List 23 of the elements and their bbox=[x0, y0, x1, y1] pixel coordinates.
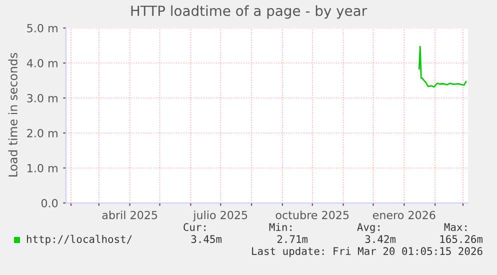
y-tick-label: 1.0 m bbox=[28, 164, 58, 172]
text: Avg: bbox=[357, 223, 380, 234]
text: 2.71m bbox=[277, 235, 308, 243]
chart-title: HTTP loadtime of a page - by year bbox=[131, 5, 368, 19]
text: 3.42m bbox=[365, 235, 396, 244]
x-tick-label: enero 2026 bbox=[372, 210, 436, 220]
text: Max: bbox=[444, 223, 466, 232]
text: 3.45m bbox=[191, 235, 222, 244]
line-series bbox=[418, 46, 467, 88]
legend-label: http://localhost/ bbox=[26, 234, 132, 246]
y-tick-label: 4.0 m bbox=[26, 58, 58, 68]
y-tick-label: 2.0 m bbox=[27, 128, 58, 138]
y-tick-label: 3.0 m bbox=[27, 94, 58, 102]
x-tick-label: abril 2025 bbox=[102, 210, 158, 220]
text: Min: bbox=[269, 222, 292, 231]
text: Last update: Fri Mar 20 01:05:15 2026 bbox=[252, 246, 482, 258]
y-tick-label: 5.0 m bbox=[27, 24, 58, 32]
y-tick-label: 0.0 bbox=[41, 198, 58, 208]
text: Cur: bbox=[184, 223, 206, 232]
x-tick-label: julio 2025 bbox=[192, 210, 248, 222]
x-tick-label: octubre 2025 bbox=[276, 210, 349, 220]
text: 165.26m bbox=[440, 235, 483, 244]
y-axis-title: Load time in seconds bbox=[8, 52, 18, 176]
